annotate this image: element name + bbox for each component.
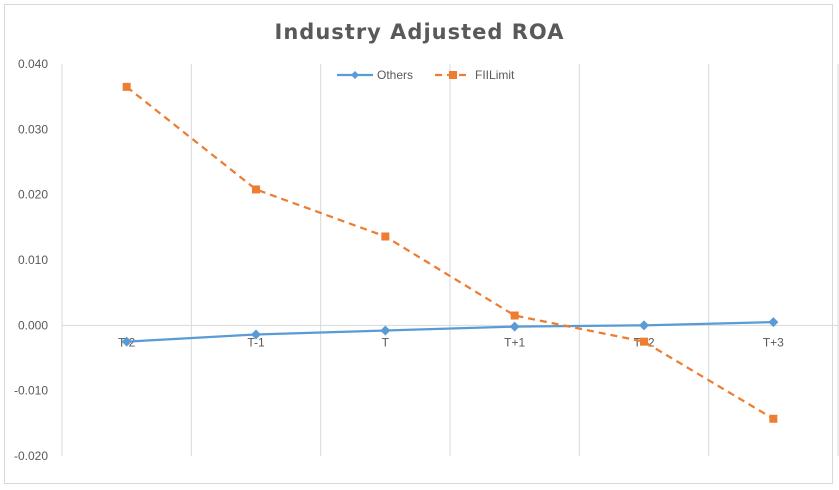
data-point-others: [509, 321, 520, 332]
legend-marker: [351, 71, 359, 79]
chart-title: Industry Adjusted ROA: [274, 20, 565, 44]
x-tick-label: T-1: [247, 335, 265, 349]
y-tick-label: 0.010: [18, 253, 48, 267]
data-point-others: [121, 336, 132, 347]
legend-label: FIILimit: [475, 68, 515, 82]
chart-frame: [4, 4, 833, 484]
data-point-others: [639, 320, 649, 331]
grid-layer: [61, 64, 839, 456]
data-point-others: [251, 329, 261, 340]
x-tick-label: T+3: [763, 335, 784, 349]
x-tick-label: T+1: [504, 335, 525, 349]
legend: Others FIILimit: [337, 68, 515, 82]
legend-item-others: Others: [337, 68, 413, 82]
legend-marker: [449, 71, 458, 79]
y-tick-label: 0.000: [18, 318, 48, 332]
data-point-fiilimit: [510, 311, 519, 320]
data-point-fiilimit: [122, 82, 131, 91]
y-tick-label: -0.010: [14, 384, 48, 398]
data-point-fiilimit: [252, 185, 260, 194]
data-point-fiilimit: [381, 232, 390, 241]
y-tick-label: -0.020: [14, 449, 48, 463]
data-point-others: [768, 317, 779, 328]
y-tick-label: 0.020: [18, 188, 48, 202]
series-layer: [121, 82, 779, 423]
y-tick-label: 0.040: [18, 57, 48, 71]
x-tick-label: T: [382, 335, 390, 349]
y-tick-label: 0.030: [18, 122, 48, 136]
series-line-others: [126, 320, 774, 343]
data-point-others: [380, 325, 391, 336]
axis-layer: -0.020-0.0100.0000.0100.0200.0300.040T-2…: [14, 57, 838, 463]
legend-item-fiilimit: FIILimit: [435, 68, 515, 82]
series-line-fiilimit: [125, 85, 774, 420]
legend-label: Others: [377, 68, 413, 82]
data-point-fiilimit: [769, 414, 778, 423]
data-point-fiilimit: [640, 337, 648, 346]
